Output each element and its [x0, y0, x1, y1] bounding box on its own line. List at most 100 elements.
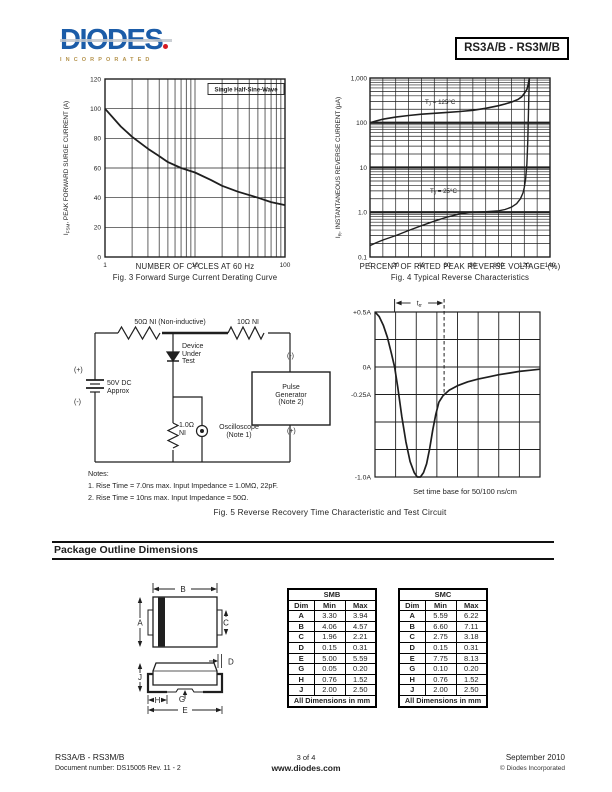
oscilloscope-label: Oscilloscope (Note 1) — [219, 424, 259, 439]
table-row: C 2.75 3.18 — [398, 631, 488, 643]
svg-text:40: 40 — [418, 262, 426, 269]
footer-right: September 2010 © Diodes Incorporated — [420, 753, 565, 772]
smb-dimensions-table: SMB Dim Min Max A 3.30 3.94 B 4.06 4.57 C 1.96 2… — [287, 588, 378, 708]
svg-text:-0.25A: -0.25A — [351, 392, 371, 399]
resistor-50ohm-icon — [117, 325, 161, 341]
table-row: B 6.60 7.11 — [398, 620, 488, 633]
smb-col-min: Min — [313, 599, 346, 612]
right-lead — [203, 672, 224, 694]
smc-col-dim: Dim — [398, 599, 426, 612]
dim-d-ticks — [217, 654, 222, 668]
svg-text:Single Half-Sine-Wave: Single Half-Sine-Wave — [214, 87, 278, 93]
fig3-forward-surge-derating-chart: 1 10 100 0 20 40 60 80 100 120 Single Half-Sine-Wa… — [63, 76, 291, 269]
resistor-10ohm-label: 10Ω NI — [237, 319, 259, 326]
fig3-caption: Fig. 3 Forward Surge Current Derating Cu… — [112, 273, 278, 282]
footer-part-number: RS3A/B - RS3M/B — [55, 752, 125, 762]
fig5-notes: Notes: 1. Rise Time = 7.0ns max. Input I… — [88, 468, 278, 504]
resistor-10ohm-icon — [227, 325, 265, 341]
notes-title: Notes: — [88, 469, 109, 478]
footer-copyright: © Diodes Incorporated — [499, 765, 565, 772]
dim-label-d: D — [228, 658, 234, 667]
package-outline-drawing: B A C D J H G E — [137, 583, 234, 715]
note-2: 2. Rise Time = 10ns max. Input Impedance… — [88, 493, 249, 502]
diodes-logo: DIODES INCORPORATED — [60, 26, 190, 63]
smb-col-max: Max — [344, 599, 377, 612]
fig4-caption: Fig. 4 Typical Reverse Characteristics — [390, 273, 530, 282]
svg-text:100: 100 — [493, 262, 504, 269]
dim-label-c: C — [223, 619, 229, 628]
cathode-band-icon — [158, 597, 165, 647]
svg-text:20: 20 — [94, 225, 102, 232]
svg-text:0.1: 0.1 — [358, 254, 367, 261]
smb-table-title: SMB — [287, 588, 377, 601]
pulse-plus-label: (+) — [287, 428, 296, 435]
note-1: 1. Rise Time = 7.0ns max. Input Impedanc… — [88, 481, 278, 490]
svg-text:40: 40 — [94, 195, 102, 202]
svg-text:100: 100 — [356, 120, 367, 127]
oscilloscope-probe-dot — [200, 429, 205, 434]
svg-text:120: 120 — [90, 76, 101, 83]
svg-text:120: 120 — [519, 262, 530, 269]
svg-text:100: 100 — [90, 106, 101, 113]
dim-label-h: H — [155, 696, 161, 705]
dim-h-ticks — [147, 695, 168, 704]
table-row: B 4.06 4.57 — [287, 620, 377, 633]
table-row: G 0.05 0.20 — [287, 663, 377, 675]
resistor-1ohm-label: 1.0Ω NI — [179, 422, 194, 437]
test-circuit-diagram — [86, 325, 331, 463]
smc-table-footer: All Dimensions in mm — [398, 694, 488, 708]
smb-col-dim: Dim — [287, 599, 315, 612]
part-number-box: RS3A/B - RS3M/B — [455, 37, 569, 60]
package-outline-section-bar: Package Outline Dimensions — [52, 541, 554, 560]
table-row: D 0.15 0.31 — [287, 641, 377, 654]
svg-text:100: 100 — [280, 262, 291, 269]
svg-text:0A: 0A — [363, 364, 372, 371]
svg-text:10: 10 — [360, 165, 368, 172]
footer-center: 3 of 4 www.diodes.com — [206, 753, 406, 773]
svg-text:0: 0 — [368, 262, 372, 269]
svg-text:60: 60 — [444, 262, 452, 269]
table-row: C 1.96 2.21 — [287, 631, 377, 643]
package-outline-title: Package Outline Dimensions — [54, 544, 199, 556]
smc-col-max: Max — [455, 599, 488, 612]
logo-strikethrough-line — [60, 39, 172, 42]
smb-table-footer: All Dimensions in mm — [287, 694, 377, 708]
curve-single-half-sine-wave-derating — [104, 108, 286, 206]
pulse-generator-box — [251, 371, 331, 426]
left-lead — [146, 672, 167, 694]
source-plus-label: (+) — [74, 367, 83, 374]
dim-label-g: G — [179, 695, 185, 704]
resistor-1ohm-icon — [166, 422, 180, 449]
dim-label-e: E — [182, 706, 187, 715]
svg-text:140: 140 — [545, 262, 556, 269]
resistor-50ohm-label: 50Ω NI (Non-inductive) — [134, 319, 206, 326]
fig3-x-axis-label: NUMBER OF CYCLES AT 60 Hz — [135, 262, 255, 271]
dim-label-b: B — [180, 585, 185, 594]
right-terminal-tab — [216, 609, 223, 636]
footer-website-link[interactable]: www.diodes.com — [271, 763, 341, 773]
trr-label: trr — [417, 301, 423, 310]
smc-col-min: Min — [424, 599, 457, 612]
table-row: E 7.75 8.13 — [398, 652, 488, 665]
svg-text:0: 0 — [97, 254, 101, 261]
logo-incorporated-text: INCORPORATED — [60, 57, 154, 63]
device-under-test-label: Device Under Test — [182, 343, 204, 366]
dim-label-j: J — [138, 673, 142, 682]
dim-b-ticks — [152, 583, 218, 593]
package-side-view-body — [152, 662, 218, 686]
diodes-logo-wordmark: DIODES — [60, 26, 190, 55]
pulse-minus-label: (-) — [287, 353, 294, 360]
left-terminal-tab — [147, 609, 154, 636]
table-row: E 5.00 5.59 — [287, 652, 377, 665]
circuit-labels: 50Ω NI (Non-inductive) 10Ω NI Device Und… — [55, 300, 345, 470]
svg-text:+0.5A: +0.5A — [353, 309, 371, 316]
footer-page-number: 3 of 4 — [296, 753, 316, 762]
svg-text:20: 20 — [392, 262, 400, 269]
svg-text:1: 1 — [103, 262, 107, 269]
dim-g-arrowhead — [182, 690, 188, 695]
source-minus-label: (-) — [74, 399, 81, 406]
table-row: H 0.76 1.52 — [398, 673, 488, 686]
svg-text:TJ = 125°C: TJ = 125°C — [425, 99, 456, 106]
source-label: 50V DC Approx — [107, 380, 132, 395]
